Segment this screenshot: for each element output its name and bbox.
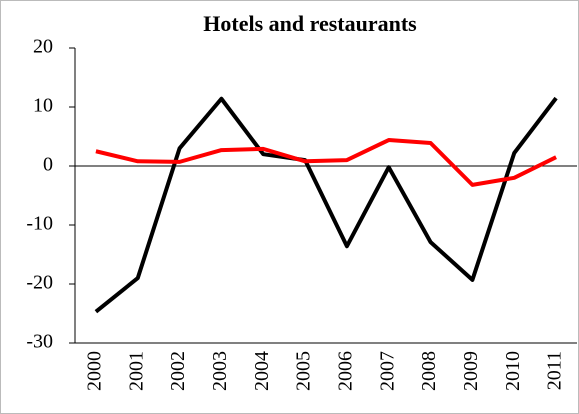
x-tick-label: 2008 — [418, 351, 440, 391]
chart-title: Hotels and restaurants — [203, 11, 417, 36]
y-tick-label: -30 — [26, 331, 53, 353]
series-line — [95, 138, 557, 187]
x-tick-label: 2002 — [167, 351, 189, 391]
x-tick-label: 2005 — [293, 351, 315, 391]
y-tick-label: 0 — [43, 154, 53, 176]
series-line — [94, 96, 558, 314]
x-tick-label: 2009 — [460, 351, 482, 391]
x-tick-label: 2011 — [544, 351, 566, 390]
x-tick-label: 2003 — [209, 351, 231, 391]
x-tick-label: 2000 — [84, 351, 106, 391]
x-tick-label: 2010 — [502, 351, 524, 391]
y-tick-label: 20 — [33, 36, 53, 58]
x-tick-label: 2006 — [335, 351, 357, 391]
x-tick-label: 2007 — [376, 351, 398, 391]
x-tick-label: 2004 — [251, 351, 273, 391]
x-tick-label: 2001 — [125, 351, 147, 391]
y-tick-label: 10 — [33, 95, 53, 117]
y-tick-label: -20 — [26, 272, 53, 294]
y-tick-label: -10 — [26, 213, 53, 235]
